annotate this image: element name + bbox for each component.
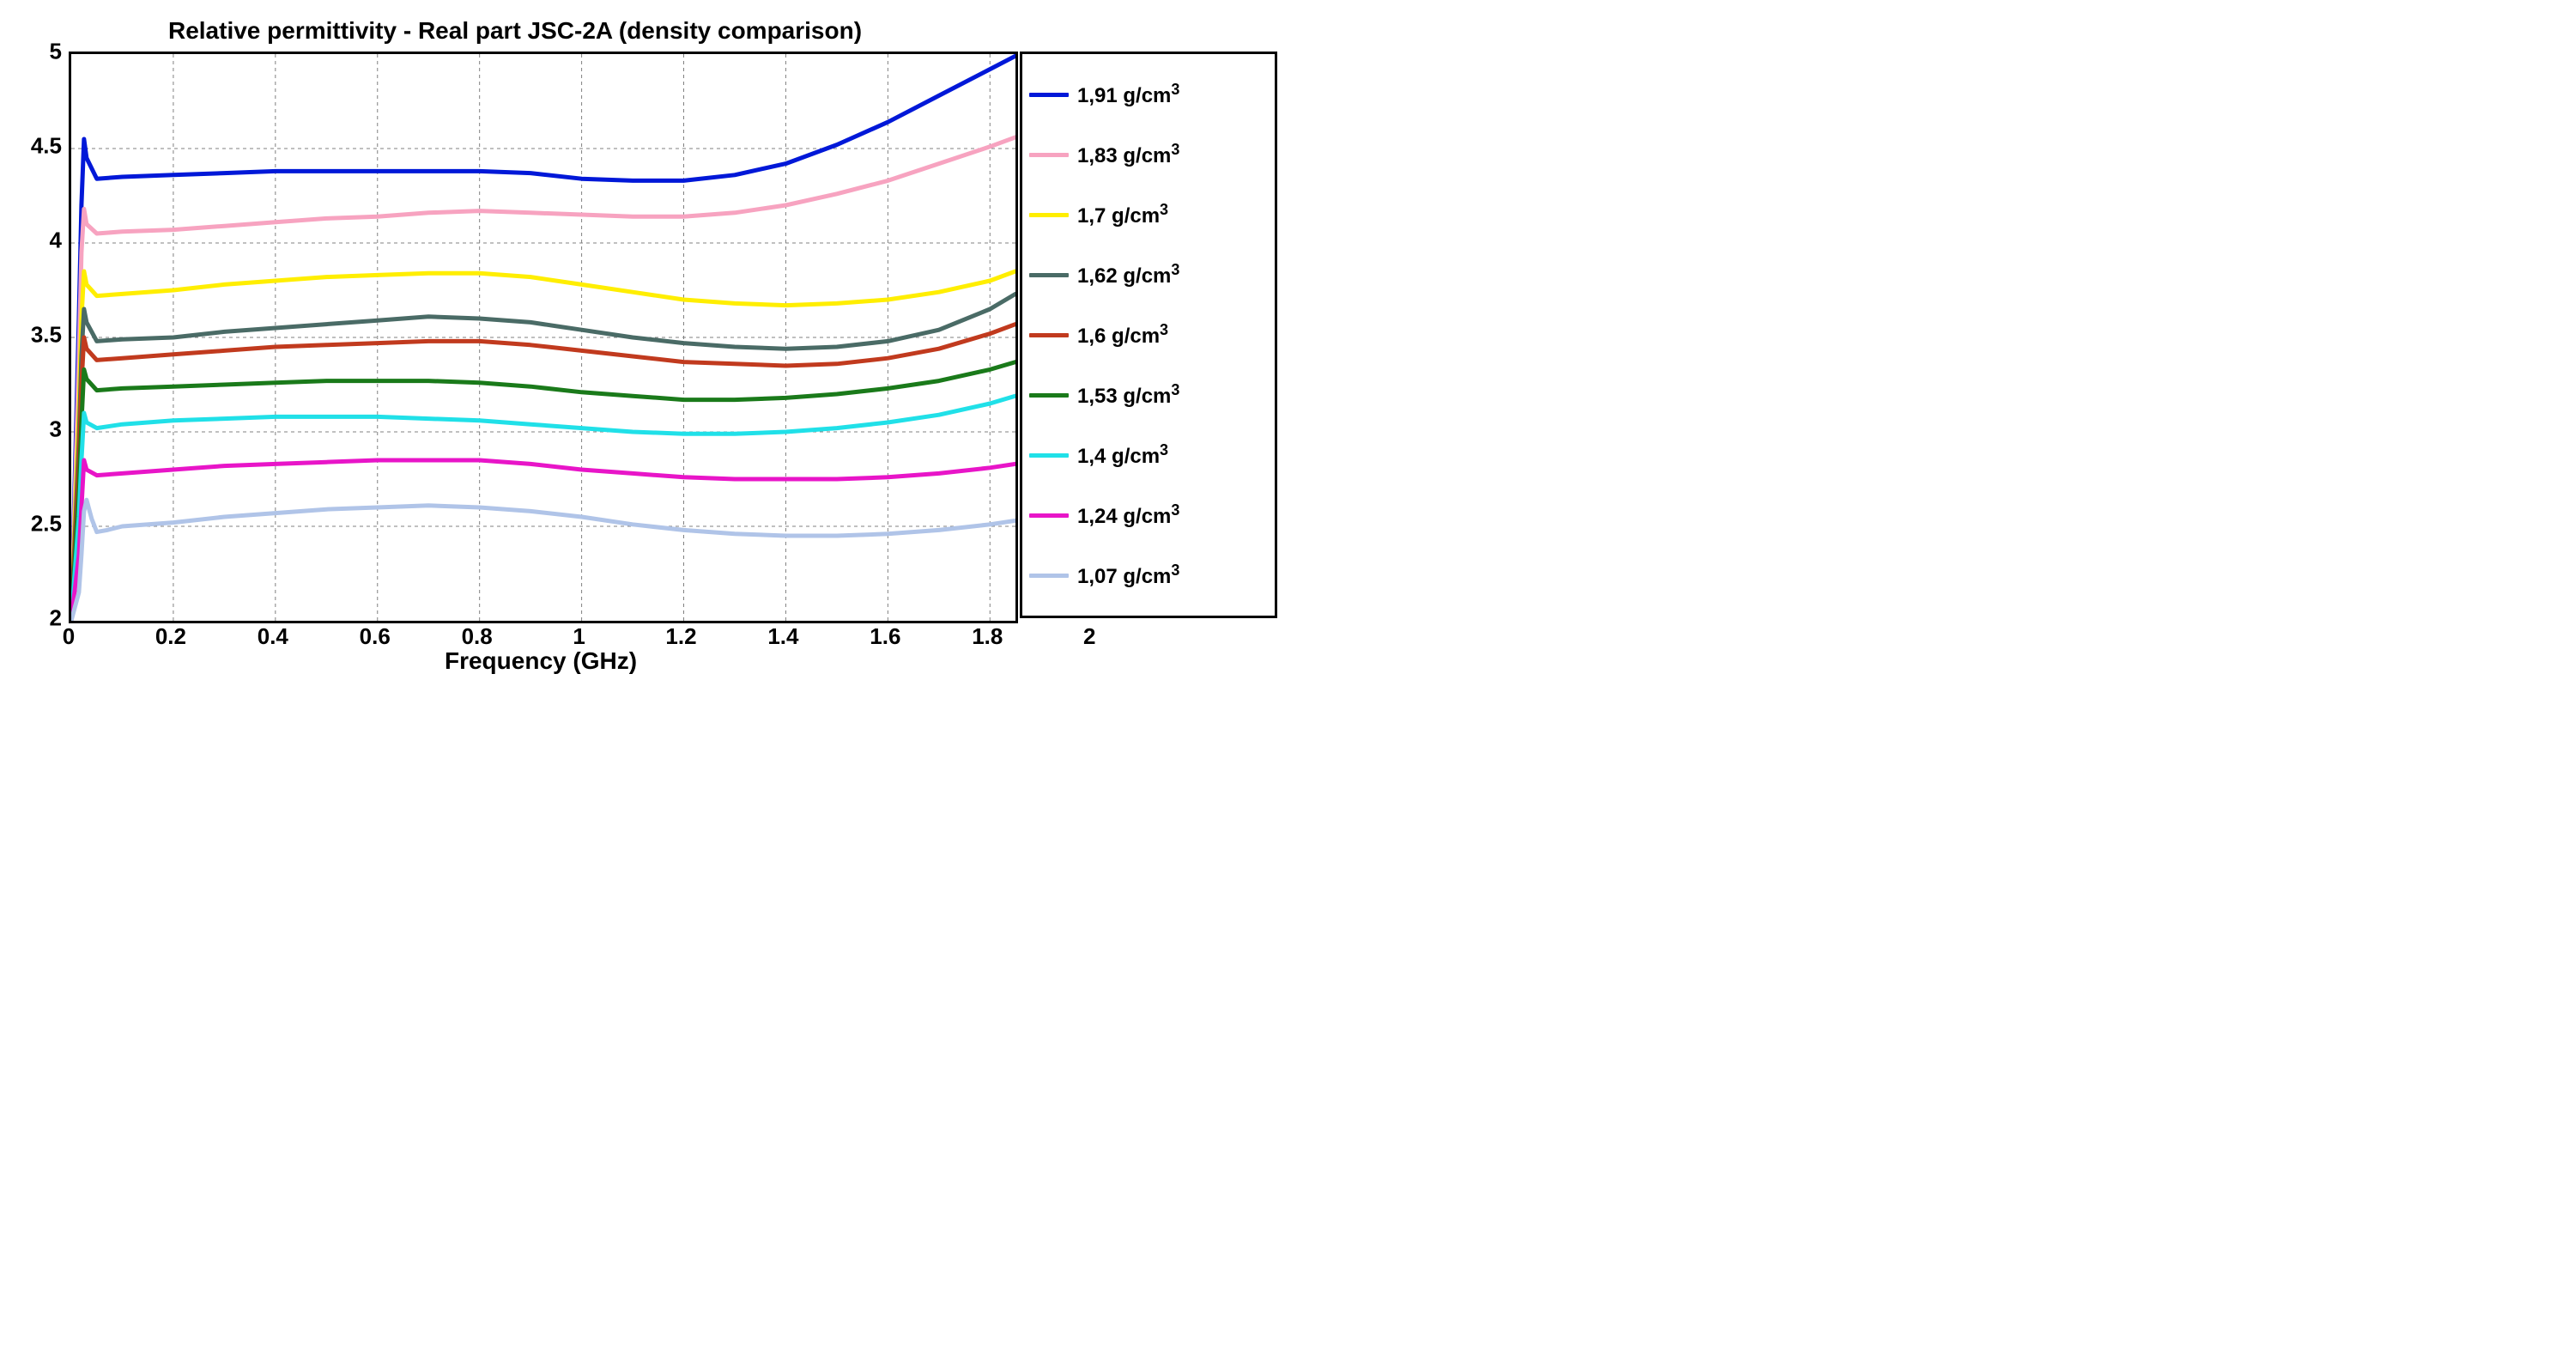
x-tick-label: 1.4 xyxy=(767,623,798,650)
legend-swatch xyxy=(1029,393,1069,398)
legend-label: 1,53 g/cm3 xyxy=(1077,381,1179,409)
legend: 1,91 g/cm3 1,83 g/cm3 1,7 g/cm3 1,62 g/cm3 1… xyxy=(1020,52,1277,618)
series-line xyxy=(71,500,1015,621)
legend-label: 1,07 g/cm3 xyxy=(1077,562,1179,589)
legend-item: 1,53 g/cm3 xyxy=(1029,381,1268,409)
legend-item: 1,7 g/cm3 xyxy=(1029,201,1268,228)
series-lines xyxy=(71,54,1015,621)
chart-title: Relative permittivity - Real part JSC-2A… xyxy=(17,17,1013,45)
legend-item: 1,83 g/cm3 xyxy=(1029,141,1268,168)
legend-item: 1,4 g/cm3 xyxy=(1029,441,1268,469)
legend-swatch xyxy=(1029,153,1069,157)
series-line xyxy=(71,396,1015,621)
plot-area xyxy=(69,52,1018,623)
x-tick-label: 0.8 xyxy=(462,623,493,650)
y-tick-label: 3 xyxy=(17,416,62,443)
x-axis-label: Frequency (GHz) xyxy=(69,647,1013,675)
legend-swatch xyxy=(1029,213,1069,217)
y-tick-label: 2.5 xyxy=(17,511,62,537)
legend-label: 1,7 g/cm3 xyxy=(1077,201,1168,228)
legend-swatch xyxy=(1029,93,1069,97)
legend-item: 1,6 g/cm3 xyxy=(1029,321,1268,349)
legend-swatch xyxy=(1029,453,1069,458)
series-line xyxy=(71,325,1015,621)
x-tick-label: 0.4 xyxy=(258,623,288,650)
legend-swatch xyxy=(1029,333,1069,337)
legend-label: 1,62 g/cm3 xyxy=(1077,261,1179,288)
y-tick-label: 2 xyxy=(17,605,62,632)
x-tick-label: 0.2 xyxy=(155,623,186,650)
y-tick-label: 4.5 xyxy=(17,133,62,160)
chart-container: Relative permittivity - Real part JSC-2A… xyxy=(17,17,1305,697)
series-line xyxy=(71,294,1015,621)
legend-label: 1,6 g/cm3 xyxy=(1077,321,1168,349)
legend-item: 1,07 g/cm3 xyxy=(1029,562,1268,589)
x-tick-label: 1.2 xyxy=(665,623,696,650)
legend-swatch xyxy=(1029,273,1069,277)
series-line xyxy=(71,460,1015,621)
series-line xyxy=(71,362,1015,621)
legend-item: 1,24 g/cm3 xyxy=(1029,501,1268,529)
y-tick-label: 3.5 xyxy=(17,322,62,349)
legend-swatch xyxy=(1029,574,1069,578)
y-tick-label: 4 xyxy=(17,228,62,254)
x-tick-label: 0.6 xyxy=(360,623,391,650)
legend-swatch xyxy=(1029,513,1069,518)
legend-label: 1,24 g/cm3 xyxy=(1077,501,1179,529)
legend-label: 1,91 g/cm3 xyxy=(1077,81,1179,108)
legend-item: 1,91 g/cm3 xyxy=(1029,81,1268,108)
x-tick-label: 1 xyxy=(573,623,585,650)
series-line xyxy=(71,137,1015,621)
x-tick-label: 1.6 xyxy=(870,623,900,650)
legend-label: 1,83 g/cm3 xyxy=(1077,141,1179,168)
legend-label: 1,4 g/cm3 xyxy=(1077,441,1168,469)
legend-item: 1,62 g/cm3 xyxy=(1029,261,1268,288)
x-tick-label: 1.8 xyxy=(972,623,1003,650)
y-tick-label: 5 xyxy=(17,39,62,65)
x-tick-label: 0 xyxy=(63,623,75,650)
x-tick-label: 2 xyxy=(1083,623,1095,650)
